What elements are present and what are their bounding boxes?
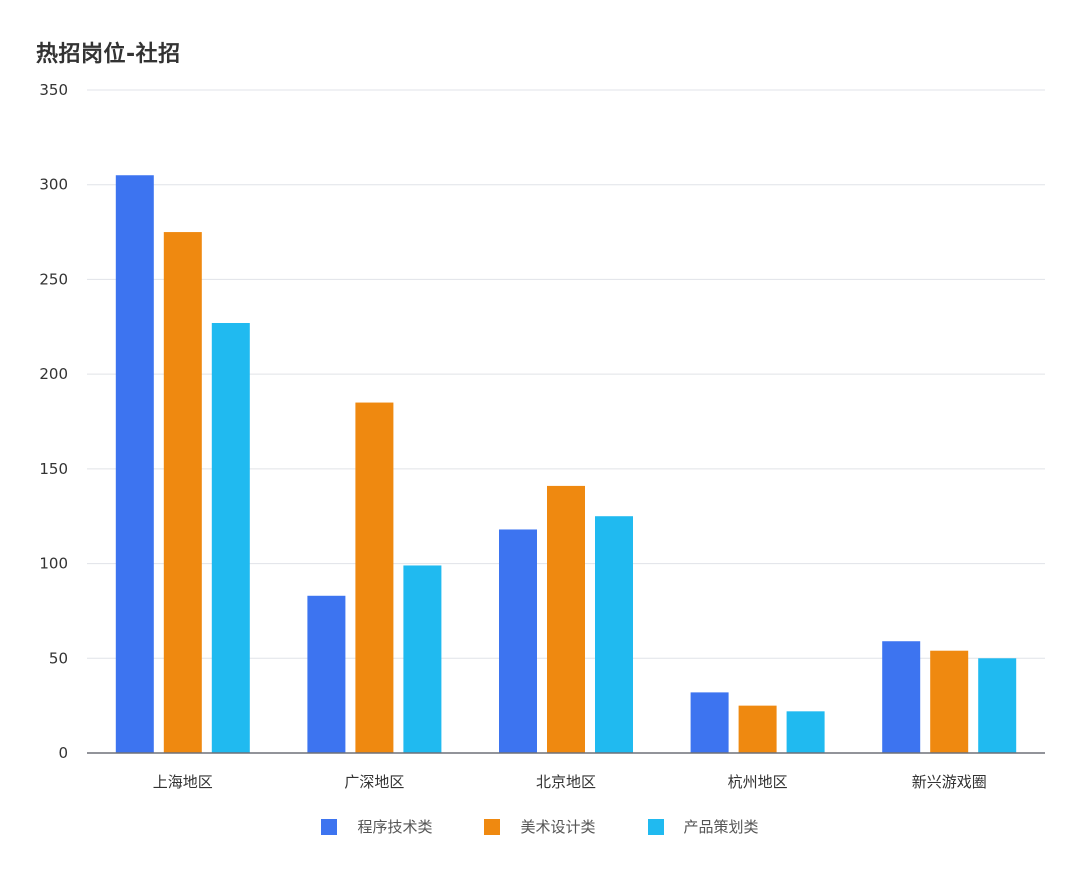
y-tick-label: 350 — [39, 81, 68, 99]
bar-3-3[interactable] — [595, 516, 633, 753]
bar-1-3[interactable] — [499, 529, 537, 753]
bar-1-2[interactable] — [307, 595, 346, 753]
x-tick-label: 上海地区 — [153, 773, 213, 791]
bar-3-4[interactable] — [786, 711, 825, 753]
x-tick-label: 杭州地区 — [728, 773, 788, 791]
bar-1-1[interactable] — [115, 175, 154, 753]
bar-3-1[interactable] — [211, 322, 250, 753]
legend-label: 美术设计类 — [520, 818, 596, 836]
bar-2-4[interactable] — [738, 705, 777, 753]
bar-1-4[interactable] — [690, 692, 729, 753]
bar-3-5[interactable] — [978, 658, 1017, 753]
legend-swatch — [484, 818, 501, 835]
bar-chart: 0 50 100 150 200 250 300 350 上海地区 广深地区 北京地区 杭州地区 新兴… — [39, 81, 1045, 791]
x-tick-label: 新兴游戏圈 — [912, 773, 987, 791]
legend-item[interactable]: 产品策划类 — [647, 816, 759, 837]
bar-2-1[interactable] — [163, 232, 202, 754]
legend-label: 程序技术类 — [357, 818, 433, 836]
bar-1-5[interactable] — [882, 641, 921, 753]
y-tick-label: 200 — [39, 365, 68, 383]
y-tick-label: 0 — [58, 744, 68, 762]
legend-item[interactable]: 程序技术类 — [321, 816, 432, 837]
legend-item[interactable]: 美术设计类 — [484, 816, 596, 837]
x-tick-label: 北京地区 — [536, 773, 596, 791]
x-axis-ticks: 上海地区 广深地区 北京地区 杭州地区 新兴游戏圈 — [153, 773, 987, 791]
legend: 程序技术类 美术设计类 产品策划类 — [0, 816, 1080, 837]
legend-label: 产品策划类 — [683, 818, 759, 836]
bars — [115, 175, 1017, 754]
bar-2-2[interactable] — [355, 402, 394, 753]
x-tick-label: 广深地区 — [344, 773, 404, 791]
y-axis-ticks: 0 50 100 150 200 250 300 350 — [39, 81, 68, 762]
bar-2-3[interactable] — [547, 485, 585, 753]
y-tick-label: 150 — [39, 460, 68, 478]
legend-swatch — [321, 818, 338, 835]
bar-2-5[interactable] — [930, 650, 969, 753]
chart-title: 热招岗位-社招 — [36, 42, 181, 67]
y-tick-label: 50 — [49, 649, 68, 667]
legend-swatch — [647, 818, 664, 835]
bar-3-2[interactable] — [403, 565, 442, 753]
y-tick-label: 100 — [39, 555, 68, 573]
y-tick-label: 250 — [39, 270, 68, 288]
y-tick-label: 300 — [39, 176, 68, 194]
